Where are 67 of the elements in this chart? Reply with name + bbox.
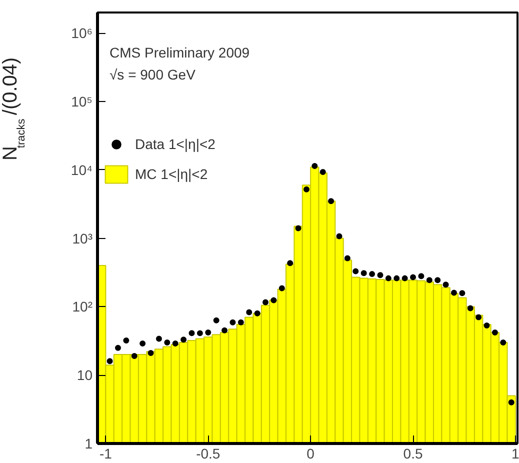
point	[508, 399, 514, 406]
point	[270, 297, 277, 304]
point	[467, 305, 474, 312]
point	[172, 340, 178, 346]
point	[238, 319, 244, 326]
point	[450, 290, 457, 296]
point	[222, 327, 228, 334]
point	[328, 198, 334, 204]
point	[295, 225, 302, 232]
point	[164, 339, 170, 346]
legend-label: MC 1<|η|<2	[135, 166, 208, 182]
point	[246, 309, 252, 316]
point	[442, 282, 449, 288]
point	[459, 290, 466, 296]
point	[492, 329, 498, 336]
point	[254, 310, 260, 316]
x-tick-label: 0.5	[403, 446, 423, 462]
point	[205, 329, 212, 336]
point	[156, 336, 162, 342]
point	[196, 330, 203, 336]
point	[402, 275, 408, 282]
point	[344, 255, 350, 262]
y-tick-label: 10⁶	[71, 25, 93, 42]
point	[303, 186, 310, 192]
point	[336, 233, 342, 240]
y-tick-label: 10	[76, 367, 93, 384]
point	[148, 350, 154, 356]
point	[180, 336, 187, 343]
point	[230, 319, 236, 326]
point	[434, 277, 441, 284]
point	[278, 285, 285, 292]
point	[394, 275, 400, 282]
x-tick-label: 0	[306, 446, 315, 462]
point	[131, 353, 138, 360]
point	[352, 268, 359, 274]
y-tick-label: 10³	[72, 230, 93, 246]
x-tick-label: -1	[99, 446, 112, 462]
point	[500, 339, 506, 346]
point	[410, 274, 416, 280]
point	[385, 275, 392, 282]
legend-label: Data 1<|η|<2	[135, 136, 216, 152]
point	[140, 340, 146, 346]
point	[287, 260, 294, 266]
y-tick-label: 10²	[72, 298, 93, 315]
point	[360, 270, 367, 276]
x-tick-label: -0.5	[196, 446, 220, 462]
point	[484, 322, 490, 329]
y-tick-label: 10⁵	[71, 93, 93, 110]
point	[426, 277, 432, 284]
x-tick-label: 1	[512, 446, 519, 462]
y-tick-label: 10⁴	[70, 162, 93, 178]
point	[476, 314, 482, 320]
point	[213, 317, 220, 324]
point	[262, 299, 268, 306]
point	[377, 272, 384, 278]
y-axis-title: Ntracks/(0.04)	[0, 57, 28, 160]
point	[369, 271, 376, 278]
point	[312, 163, 318, 169]
point	[106, 358, 113, 364]
point	[418, 273, 424, 280]
point	[114, 344, 121, 351]
annotation: √s = 900 GeV	[110, 66, 196, 82]
annotation: CMS Preliminary 2009	[110, 44, 250, 60]
y-tick-label: 1	[84, 436, 93, 452]
point	[123, 338, 130, 344]
point	[188, 330, 195, 336]
point	[320, 169, 326, 176]
